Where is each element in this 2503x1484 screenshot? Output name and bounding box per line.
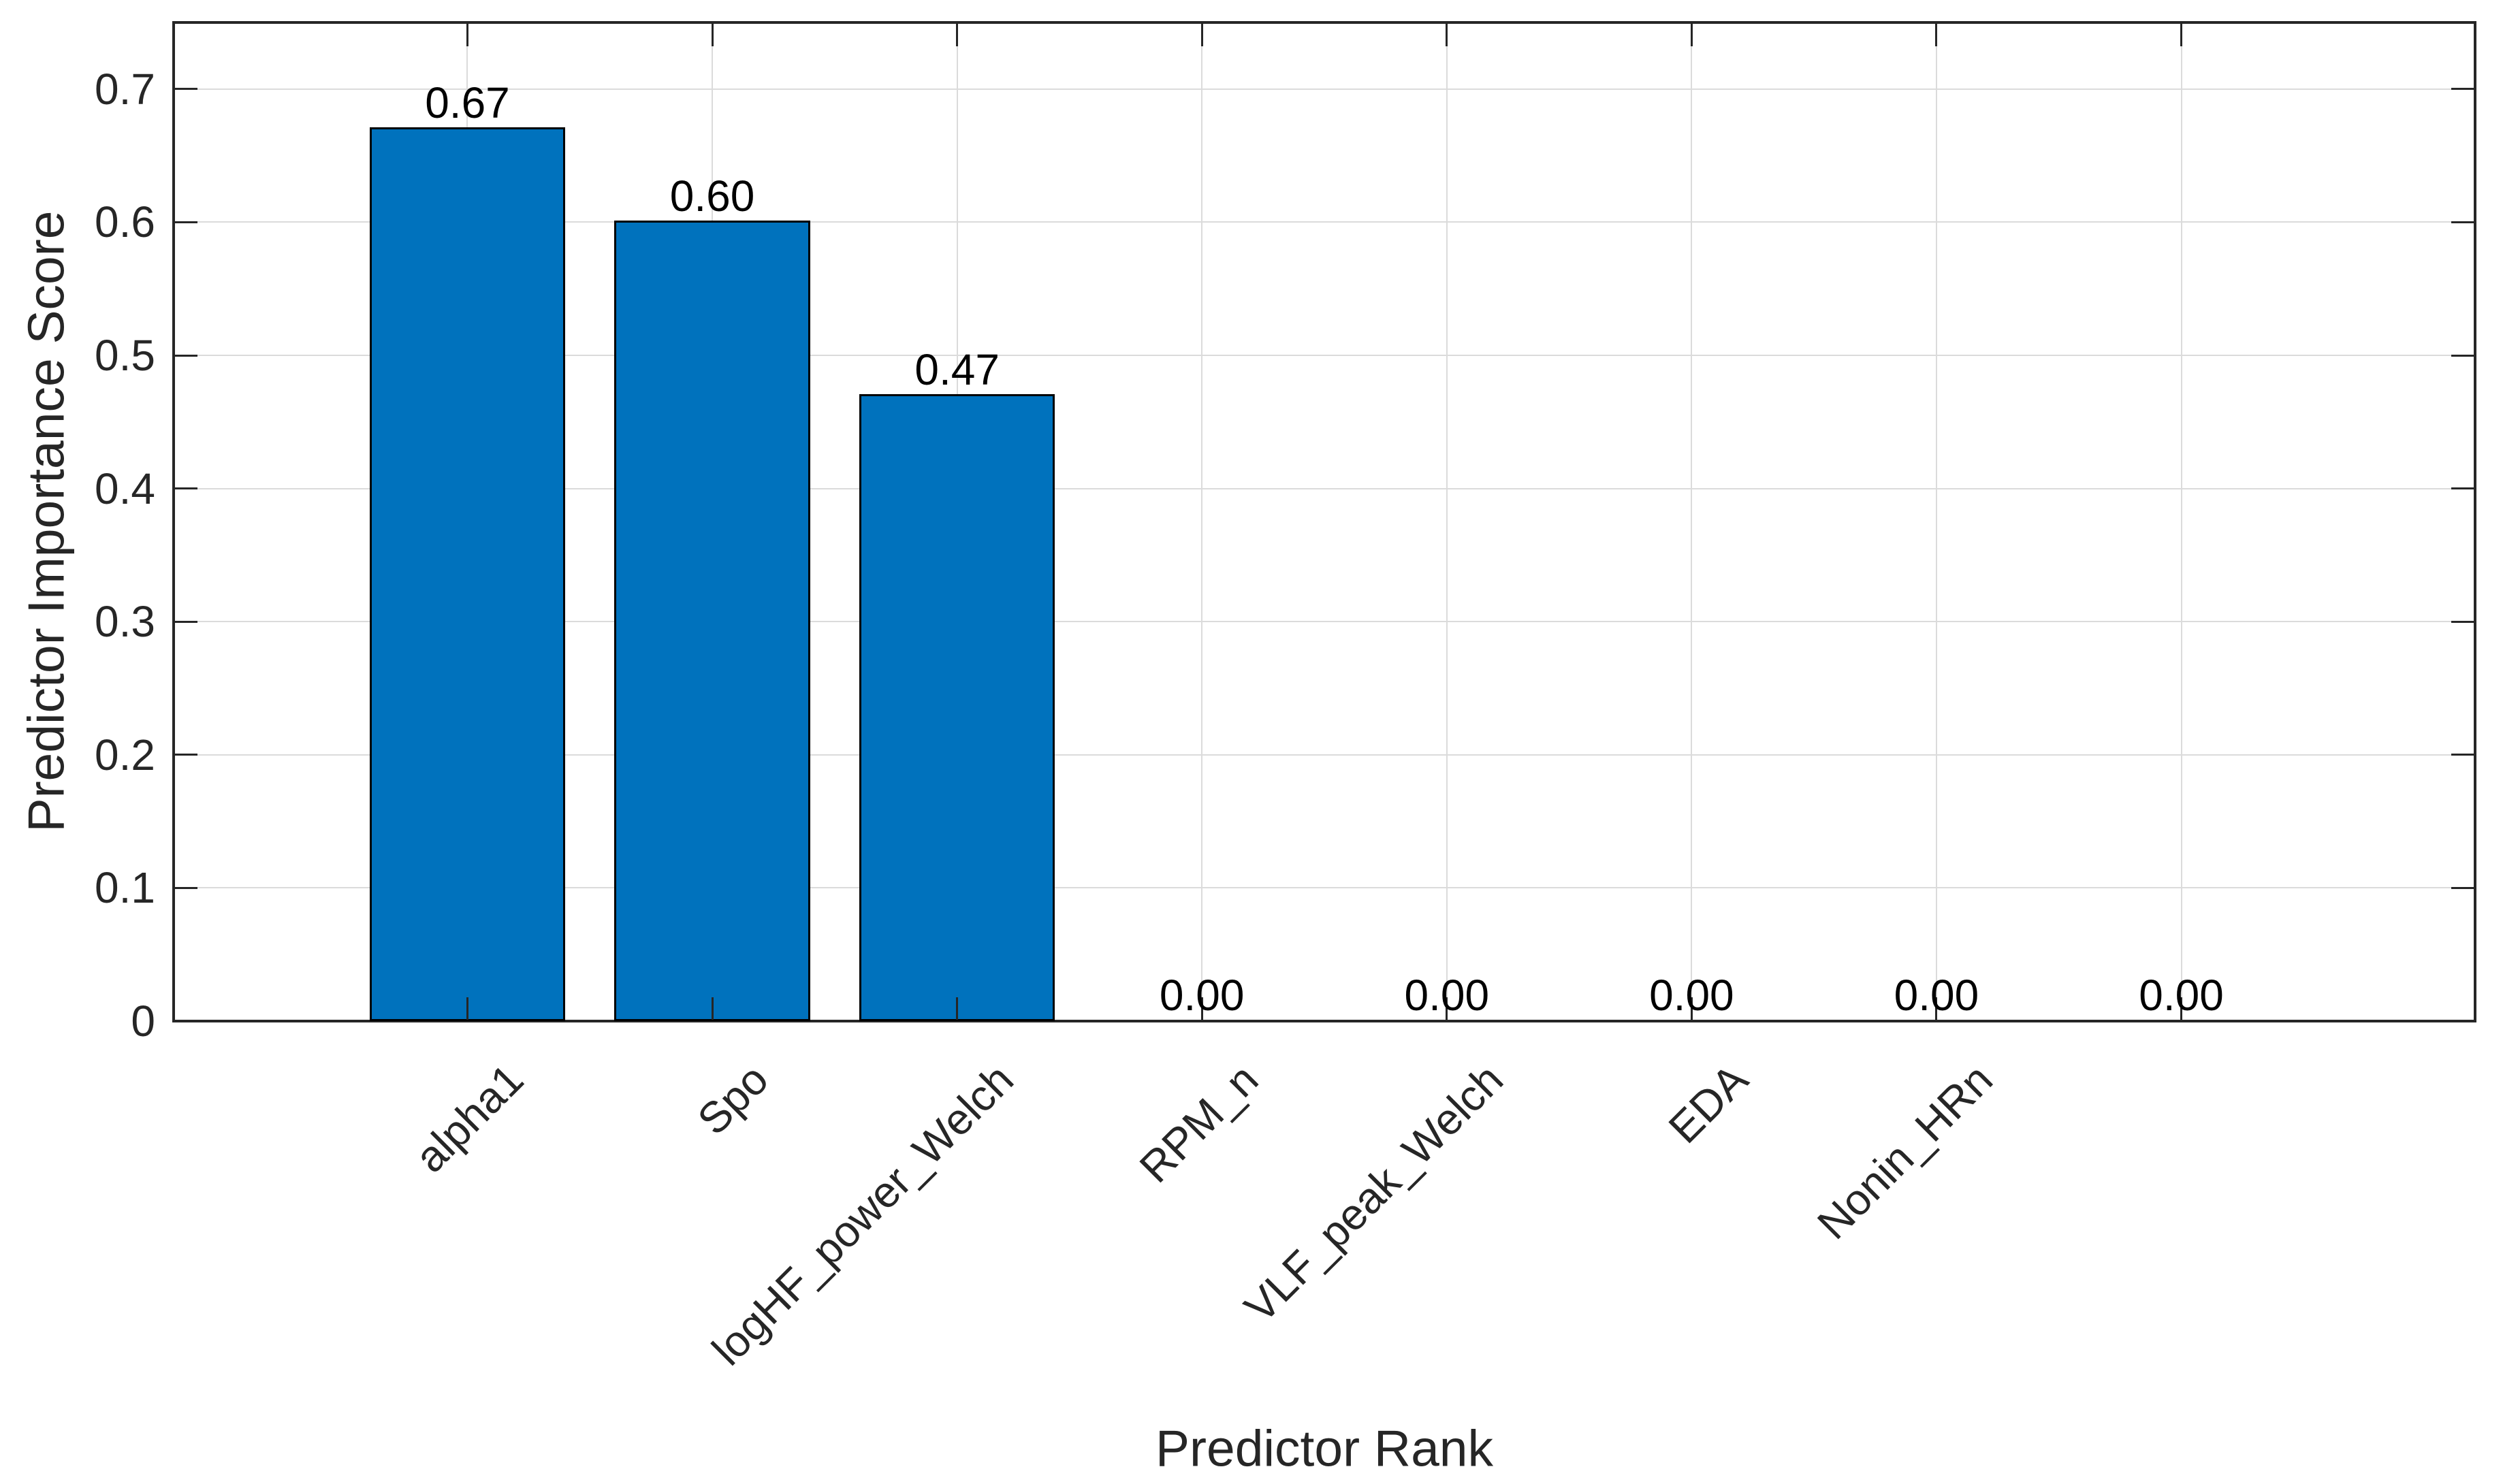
y-tick-label: 0.7: [95, 64, 155, 114]
y-tick-mark-right: [2451, 620, 2474, 623]
y-tick-mark-right: [2451, 1020, 2474, 1022]
y-tick-mark: [175, 354, 197, 357]
v-gridline: [1691, 24, 1693, 1020]
y-tick-label: 0.3: [95, 597, 155, 647]
h-gridline: [175, 754, 2474, 756]
h-gridline: [175, 88, 2474, 90]
x-axis-label: Predictor Rank: [1155, 1419, 1494, 1477]
x-tick-mark-top: [466, 24, 468, 46]
y-tick-mark-right: [2451, 221, 2474, 223]
bar-value-label: 0.60: [669, 172, 755, 221]
y-tick-mark-right: [2451, 754, 2474, 756]
y-tick-label: 0: [131, 997, 155, 1046]
x-tick-mark: [956, 997, 959, 1020]
bar-value-label: 0.00: [1159, 971, 1245, 1020]
x-tick-label: Spo: [688, 1054, 778, 1144]
x-tick-mark-top: [1446, 24, 1448, 46]
h-gridline: [175, 621, 2474, 623]
x-tick-mark-top: [711, 24, 714, 46]
y-tick-mark: [175, 221, 197, 223]
x-tick-mark: [1690, 997, 1693, 1020]
y-tick-label: 0.1: [95, 863, 155, 913]
h-gridline: [175, 887, 2474, 889]
x-tick-mark: [1200, 997, 1203, 1020]
h-gridline: [175, 355, 2474, 356]
x-tick-mark-top: [2180, 24, 2182, 46]
x-tick-label: EDA: [1659, 1054, 1757, 1153]
v-gridline: [1201, 24, 1203, 1020]
h-gridline: [175, 487, 2474, 489]
bar: [859, 393, 1055, 1021]
x-tick-mark: [1935, 997, 1938, 1020]
bar-value-label: 0.00: [1894, 971, 1979, 1020]
bar-value-label: 0.00: [1404, 971, 1490, 1020]
y-tick-mark-right: [2451, 354, 2474, 357]
x-tick-mark: [1446, 997, 1448, 1020]
bar-value-label: 0.67: [425, 78, 510, 128]
y-tick-label: 0.4: [95, 464, 155, 513]
x-tick-label: VLF_peak_Welch: [1234, 1054, 1512, 1332]
bar-value-label: 0.00: [2139, 971, 2224, 1020]
x-tick-mark: [711, 997, 714, 1020]
x-tick-mark: [466, 997, 468, 1020]
x-tick-mark-top: [956, 24, 959, 46]
plot-area: [172, 21, 2476, 1022]
h-gridline: [175, 221, 2474, 223]
bar-value-label: 0.47: [914, 344, 1000, 394]
x-tick-label: RPM_n: [1130, 1054, 1268, 1192]
x-tick-label: alpha1: [405, 1054, 533, 1182]
y-tick-mark-right: [2451, 487, 2474, 490]
x-tick-mark: [2180, 997, 2182, 1020]
x-tick-label: Nonin_HRn: [1808, 1054, 2003, 1249]
y-tick-mark: [175, 487, 197, 490]
y-tick-mark-right: [2451, 886, 2474, 889]
y-tick-label: 0.6: [95, 197, 155, 247]
y-tick-mark: [175, 88, 197, 91]
x-tick-mark-top: [1690, 24, 1693, 46]
v-gridline: [1935, 24, 1937, 1020]
v-gridline: [1446, 24, 1448, 1020]
y-tick-mark-right: [2451, 88, 2474, 91]
y-tick-mark: [175, 754, 197, 756]
x-tick-mark-top: [1200, 24, 1203, 46]
y-tick-label: 0.5: [95, 331, 155, 380]
y-tick-label: 0.2: [95, 730, 155, 779]
bar: [369, 127, 566, 1021]
y-tick-mark: [175, 1020, 197, 1022]
v-gridline: [2180, 24, 2182, 1020]
bar-value-label: 0.00: [1649, 971, 1734, 1020]
y-tick-mark: [175, 620, 197, 623]
y-tick-mark: [175, 886, 197, 889]
bar: [614, 221, 810, 1021]
x-tick-mark-top: [1935, 24, 1938, 46]
